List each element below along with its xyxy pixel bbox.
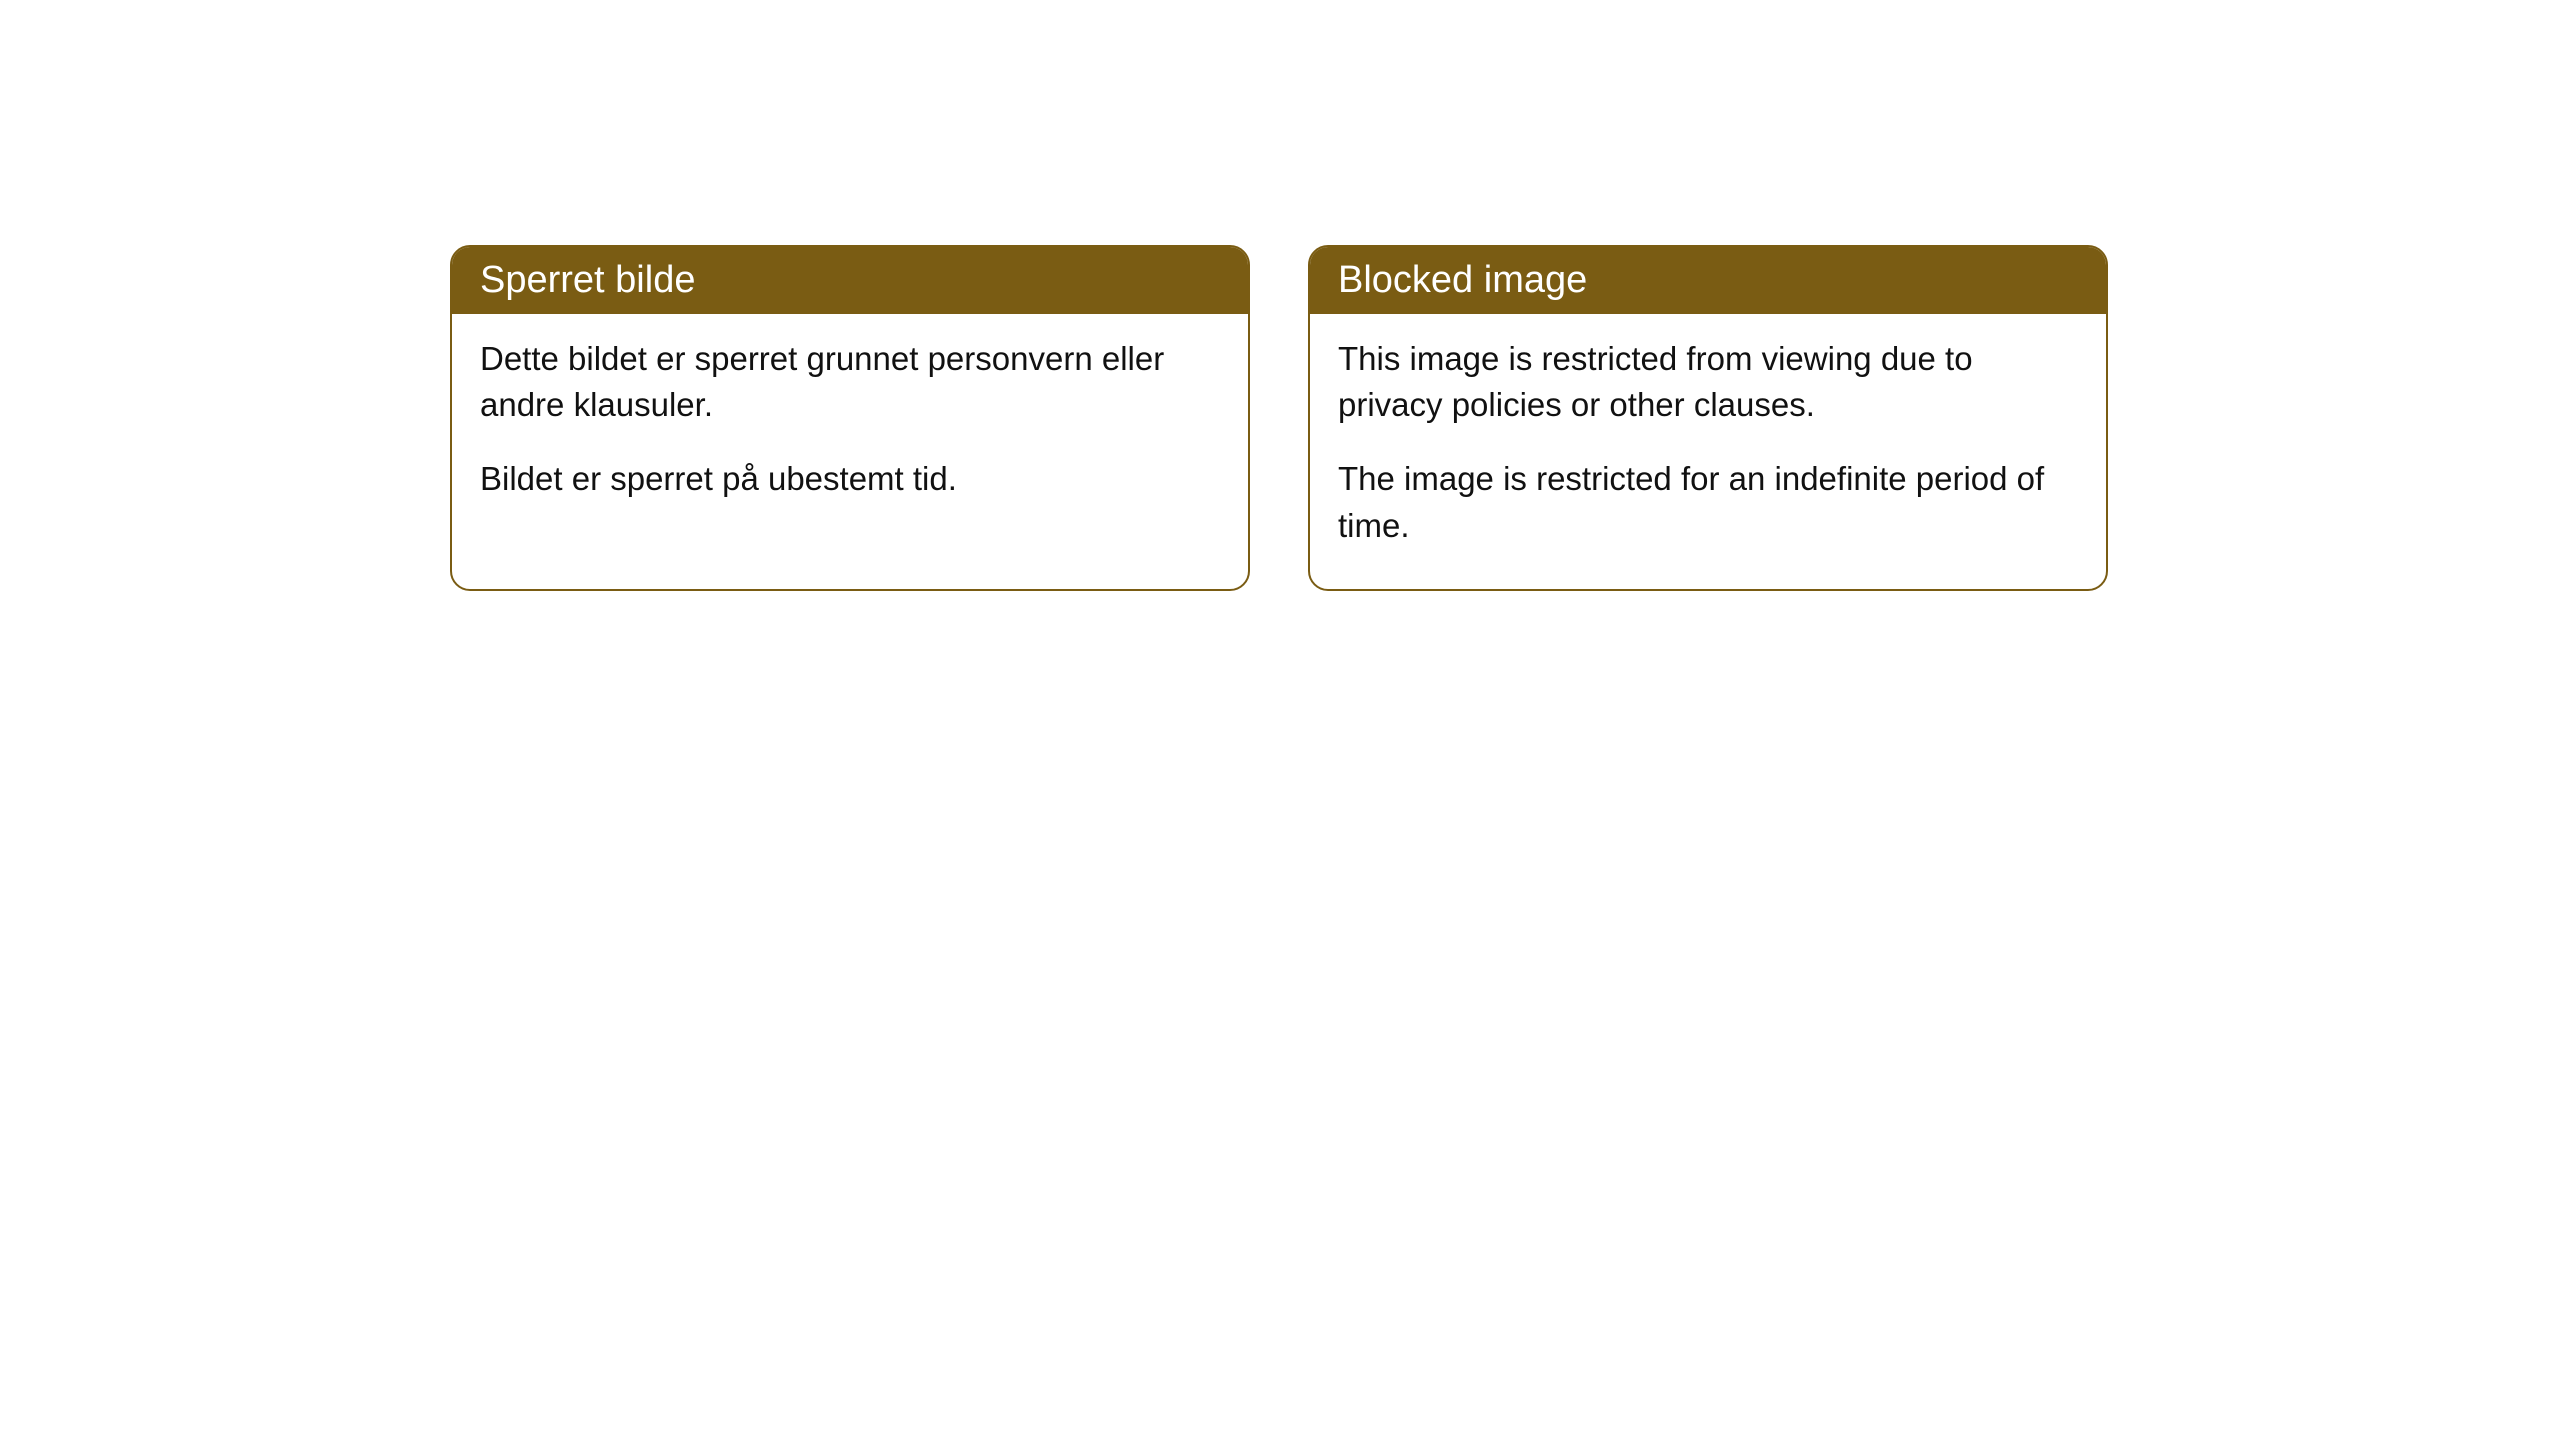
card-title: Blocked image xyxy=(1338,259,1587,301)
card-paragraph: Bildet er sperret på ubestemt tid. xyxy=(480,456,1220,502)
card-body: Dette bildet er sperret grunnet personve… xyxy=(452,314,1248,543)
card-title: Sperret bilde xyxy=(480,259,695,301)
notice-card-norwegian: Sperret bilde Dette bildet er sperret gr… xyxy=(450,245,1250,591)
card-paragraph: This image is restricted from viewing du… xyxy=(1338,336,2078,428)
card-body: This image is restricted from viewing du… xyxy=(1310,314,2106,589)
card-paragraph: Dette bildet er sperret grunnet personve… xyxy=(480,336,1220,428)
card-header: Blocked image xyxy=(1310,247,2106,314)
card-paragraph: The image is restricted for an indefinit… xyxy=(1338,456,2078,548)
notice-card-english: Blocked image This image is restricted f… xyxy=(1308,245,2108,591)
card-header: Sperret bilde xyxy=(452,247,1248,314)
notice-cards-container: Sperret bilde Dette bildet er sperret gr… xyxy=(450,245,2108,591)
